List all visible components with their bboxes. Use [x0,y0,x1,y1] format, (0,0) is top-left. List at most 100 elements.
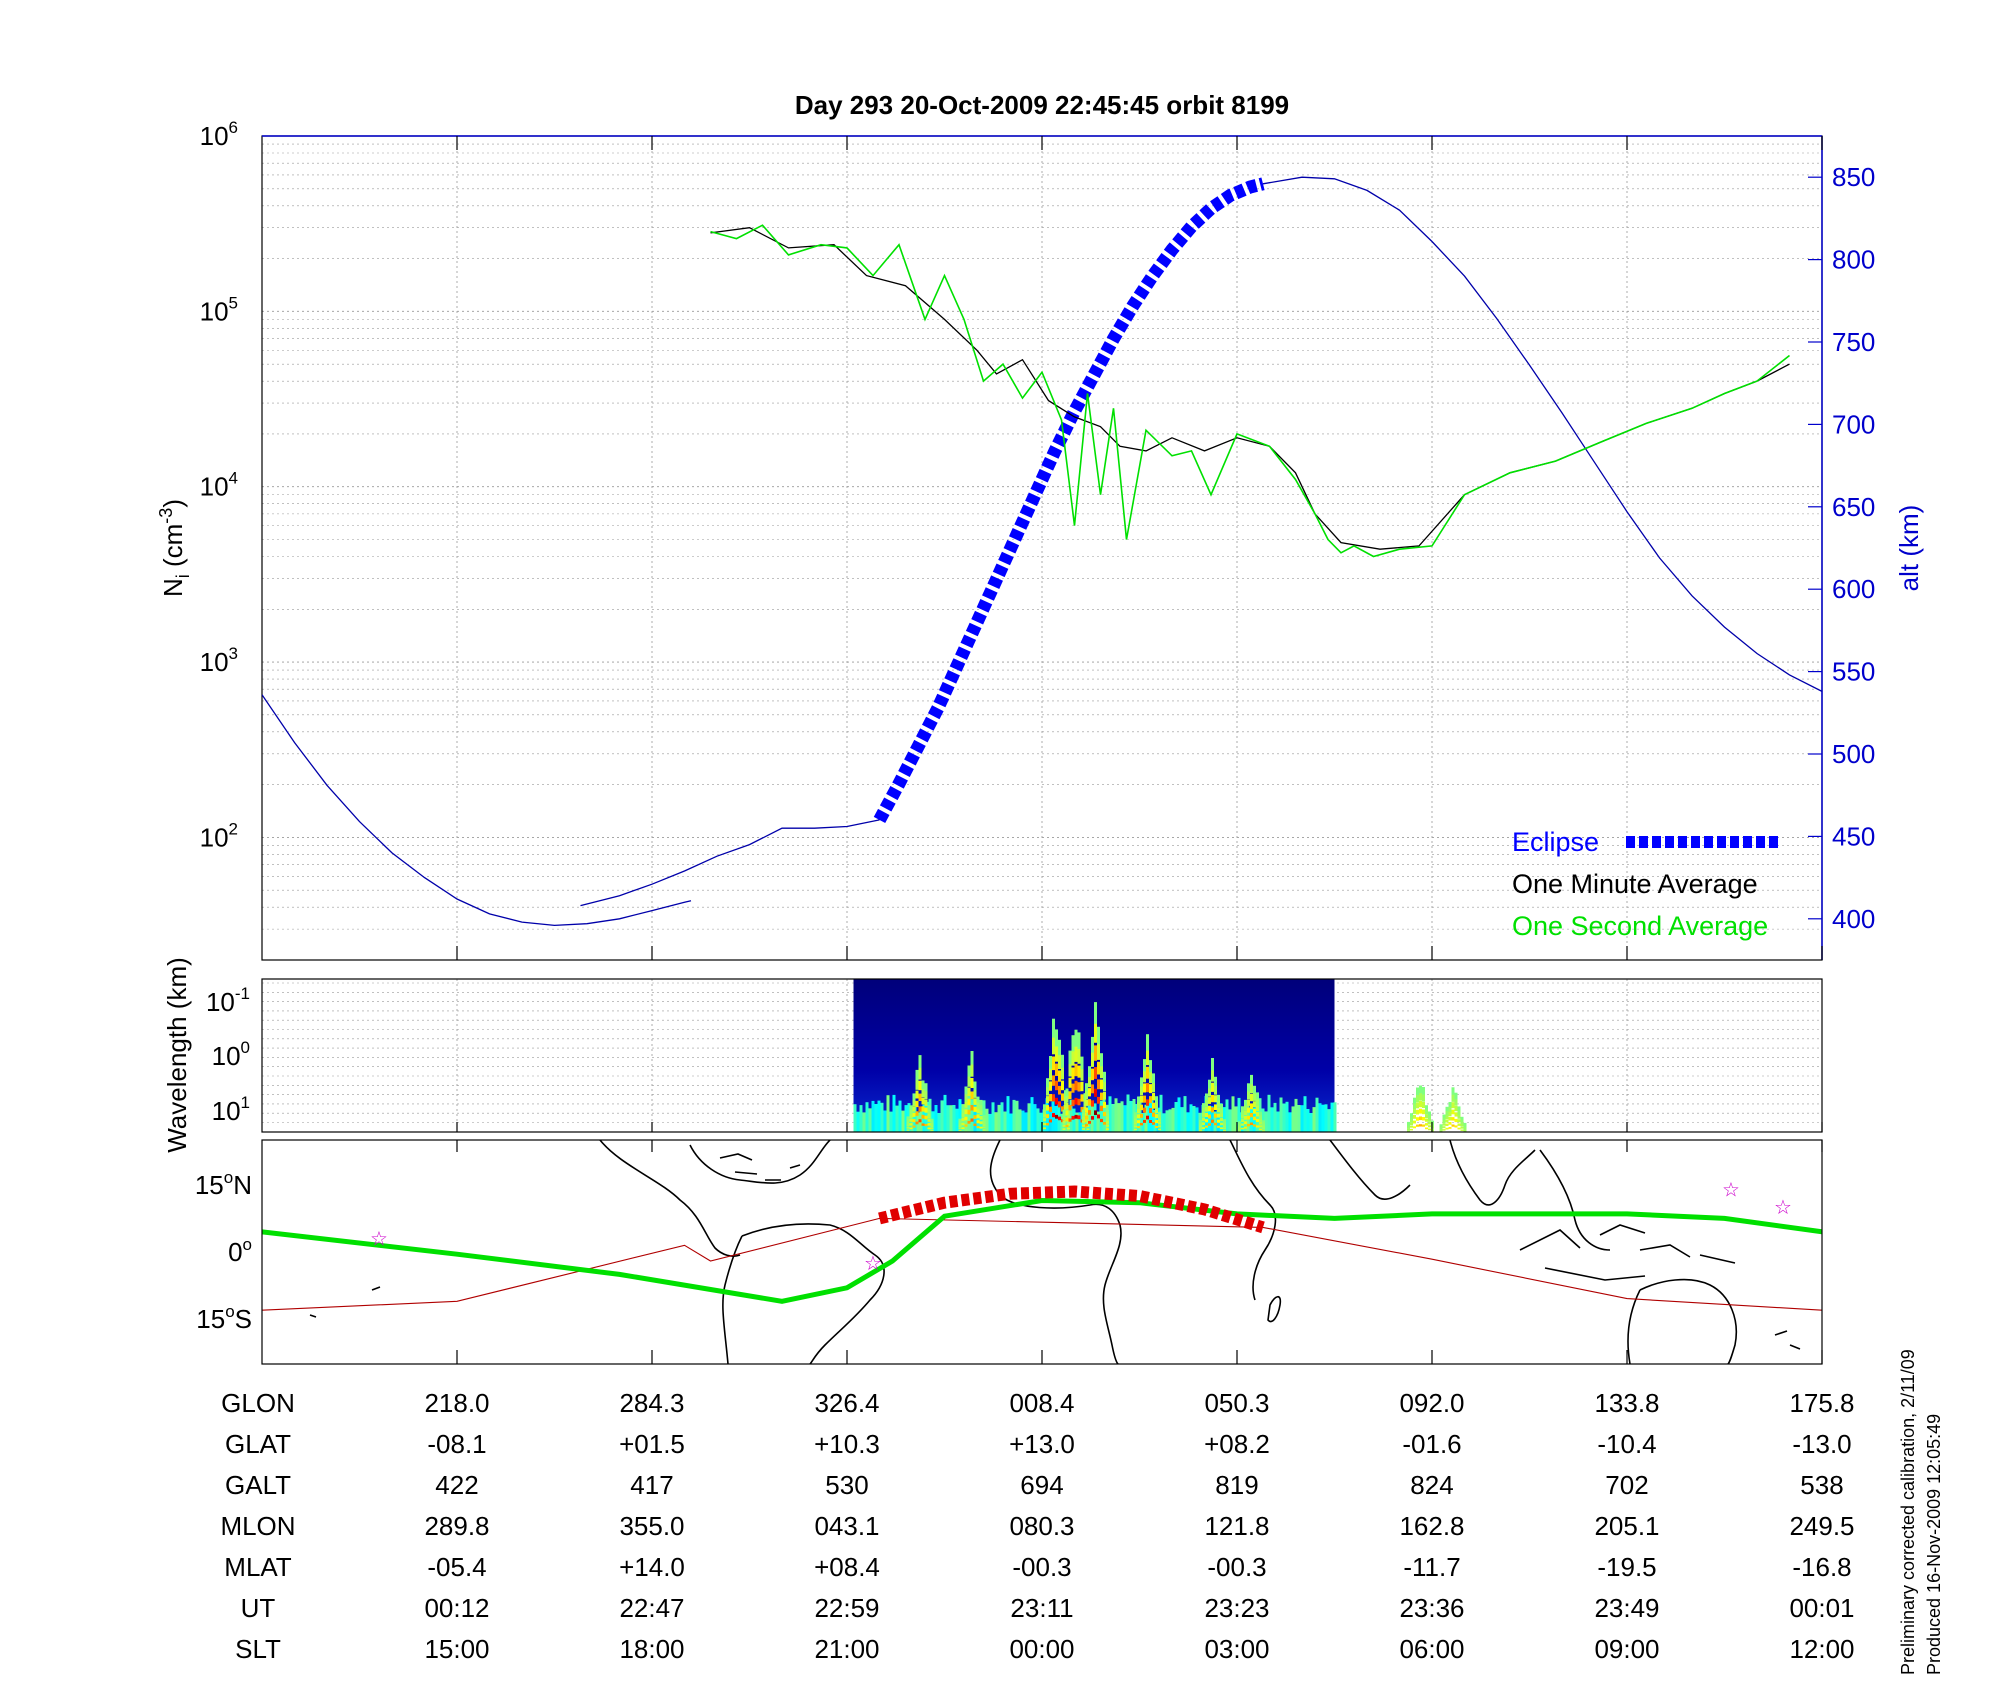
table-cell: 00:12 [424,1593,489,1623]
table-cell: 23:36 [1399,1593,1464,1623]
spectrogram-burst [1062,1128,1066,1130]
spectrogram-burst [1155,1108,1158,1114]
spectrogram-burst [1149,1084,1152,1094]
spectrogram-burst [1457,1127,1461,1130]
spectrogram-burst [1085,1099,1088,1106]
spectrogram-burst [1217,1125,1220,1128]
spectrogram-noise [958,1099,962,1132]
spectrogram-burst [1208,1088,1211,1097]
spectrogram-burst [918,1067,922,1080]
map-lat-ticks: 15oN 0o 15oS [195,1168,252,1334]
spectrogram-burst [979,1099,983,1107]
spectrogram-burst [1460,1116,1464,1121]
spectrogram-burst [1199,1123,1202,1127]
spectrogram-burst [1407,1125,1410,1128]
spectrogram-burst [1463,1122,1467,1126]
spectrogram-burst [1137,1102,1140,1109]
spectrogram-burst [1407,1130,1410,1132]
spectrogram-burst [909,1123,913,1126]
spectrogram-burst [1143,1095,1146,1103]
spectrogram-burst [1250,1084,1253,1094]
spectrogram-burst [1158,1121,1161,1125]
spectrogram-burst [1052,1113,1055,1118]
spectrogram-burst [1425,1109,1428,1115]
spectrogram-noise [856,1111,860,1132]
orbit-track-eclipse-line [878,1185,1265,1234]
spectrogram-burst [1077,1032,1081,1050]
spectrogram-burst [1103,1081,1106,1092]
table-cell: 417 [630,1470,673,1500]
spectrogram-burst [1106,1124,1109,1127]
spectrogram-burst [1097,1026,1100,1046]
spectrogram-burst [1062,1120,1066,1124]
spectrogram-burst [1211,1058,1214,1072]
spectrogram-burst [921,1089,925,1098]
spectrogram-burst [1091,1036,1094,1054]
spectrogram-burst [924,1091,928,1100]
spectrogram-noise [1237,1097,1241,1132]
spectrogram-noise [865,1102,869,1132]
spectrogram-burst [1058,1055,1061,1069]
spectrogram-burst [1428,1118,1431,1122]
table-cell: 18:00 [619,1634,684,1664]
spectrogram-noise [880,1102,884,1132]
spectrogram-burst [1085,1123,1088,1127]
spectrogram-burst [1253,1085,1256,1095]
table-cell: +14.0 [619,1552,685,1582]
spectrogram-burst [927,1109,931,1115]
spectrogram-burst [1061,1106,1064,1112]
spectrogram-burst [1439,1130,1443,1132]
table-cell: 23:49 [1594,1593,1659,1623]
spectrogram-burst [1247,1083,1250,1093]
spectrogram-burst [1223,1125,1226,1128]
spectrogram-noise [988,1113,992,1132]
spectrogram-burst [1155,1096,1158,1104]
spectrogram-burst [1454,1092,1458,1101]
spectrogram-noise [904,1105,908,1132]
spectrogram-burst [1082,1124,1085,1127]
spectrogram-burst [918,1055,922,1069]
spectrogram-burst [918,1119,922,1123]
spectrogram-burst [1448,1127,1452,1129]
spectrogram-burst [1199,1125,1202,1128]
spectrogram-burst [1140,1104,1143,1111]
altitude-tick-label: 600 [1832,574,1875,604]
table-cell: 538 [1800,1470,1843,1500]
spectrogram-burst [1451,1102,1455,1109]
spectrogram-burst [1091,1116,1094,1120]
spectrogram-noise [1318,1103,1322,1132]
spectrogram-burst [1214,1086,1217,1095]
table-cell: +13.0 [1009,1429,1075,1459]
spectrogram-noise [1276,1111,1280,1132]
spectrogram-burst [961,1122,965,1126]
spectrogram-burst [915,1100,919,1108]
spectrogram-burst [927,1118,931,1122]
density-series [262,176,1822,927]
spectrogram-burst [958,1127,962,1130]
spectrogram-burst [1445,1119,1449,1123]
spectrogram-columns [853,1002,1467,1132]
spectrogram-noise [886,1095,890,1132]
spectrogram-noise [1285,1101,1289,1132]
spectrogram-burst [1413,1109,1416,1114]
spectrogram-burst [1217,1107,1220,1113]
spectrogram-panel: 10-1 100 101 Wavelength (km) [162,957,1823,1153]
spectrogram-burst [1413,1103,1416,1110]
spectrogram-noise [949,1105,953,1132]
spectrogram-noise [934,1105,938,1132]
spectrogram-burst [924,1107,928,1113]
coast-australia [1627,1278,1737,1364]
spectrogram-burst [1143,1083,1146,1093]
spectrogram-noise [997,1104,1001,1132]
spectrogram-noise [1096,1111,1100,1132]
spectrogram-burst [1088,1077,1091,1088]
spectrogram-noise [1060,1113,1064,1132]
spectrogram-burst [1140,1113,1143,1118]
spectrogram-noise [853,1104,857,1132]
spectrogram-burst [982,1126,986,1129]
spectrogram-burst [930,1127,934,1130]
spectrogram-burst [1080,1094,1084,1102]
spectrogram-burst [1140,1122,1143,1126]
spectrogram-burst [1082,1117,1085,1121]
density-tick-label: 104 [200,469,238,502]
